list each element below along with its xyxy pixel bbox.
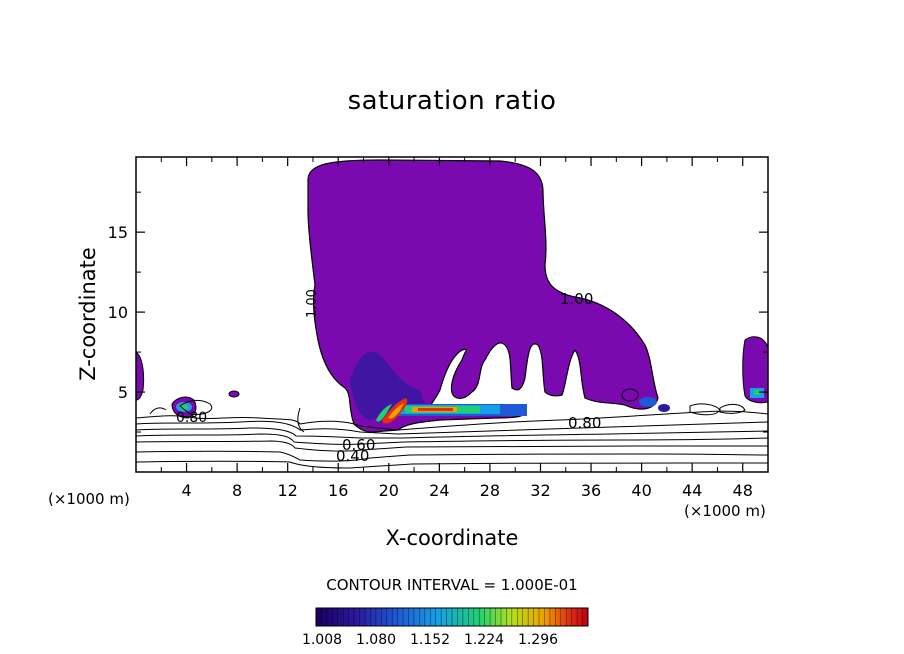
colorbar-tick-label: 1.296 xyxy=(517,632,559,648)
x-unit-label-left: (×1000 m) xyxy=(48,490,130,508)
saturation-streak-cool xyxy=(376,404,392,422)
x-tick-label: 36 xyxy=(581,481,601,500)
x-tick-label: 48 xyxy=(733,481,753,500)
plot-frame xyxy=(135,156,769,473)
contour-line xyxy=(719,403,746,414)
saturation-region-main xyxy=(307,159,659,433)
contour-line xyxy=(179,399,213,415)
y-tick-label: 10 xyxy=(108,303,128,322)
contour-line xyxy=(689,403,721,416)
colorbar-tick-label: 1.080 xyxy=(355,632,397,648)
contour-label-100: 1.00 xyxy=(560,290,593,308)
contour-lines xyxy=(136,399,768,469)
x-tick-label: 4 xyxy=(181,481,191,500)
contour-line xyxy=(136,440,768,452)
saturation-spot-right-2 xyxy=(639,397,657,407)
x-tick-label: 32 xyxy=(530,481,550,500)
chart-title: saturation ratio xyxy=(347,86,557,116)
contour-line xyxy=(136,460,768,469)
contour-interval-label: CONTOUR INTERVAL = 1.000E-01 xyxy=(326,576,578,594)
saturation-region-left xyxy=(136,351,145,401)
y-axis-ticks: 5 10 15 xyxy=(108,191,768,433)
x-axis-label: X-coordinate xyxy=(385,526,519,550)
contour-label-040: 0.40 xyxy=(336,447,369,465)
x-unit-label-right: (×1000 m) xyxy=(684,502,766,520)
colorbar-tick-label: 1.224 xyxy=(463,632,505,648)
y-tick-label: 15 xyxy=(108,223,128,242)
contour-line xyxy=(136,450,768,462)
saturation-spot-small-left-core-2 xyxy=(180,404,188,410)
contour-label-080-left: 0.80 xyxy=(176,410,207,426)
colorbar-tick-label: 1.008 xyxy=(301,632,343,648)
contour-line xyxy=(297,407,305,433)
x-tick-label: 24 xyxy=(429,481,449,500)
x-tick-label: 44 xyxy=(682,481,702,500)
contour-label-080: 0.80 xyxy=(568,414,601,432)
x-axis-ticks: 4 8 12 16 20 24 28 32 36 40 44 48 xyxy=(160,157,753,500)
contour-line xyxy=(136,420,768,435)
colorbar-tick-label: 1.152 xyxy=(409,632,451,648)
y-tick-label: 5 xyxy=(118,383,128,402)
saturation-spot-right-3 xyxy=(658,404,670,412)
saturation-band-base-red xyxy=(418,408,453,411)
saturation-region-right xyxy=(742,336,768,404)
contour-line xyxy=(136,410,768,431)
x-tick-label: 8 xyxy=(232,481,242,500)
contour-label-100-rotated: 1.00 xyxy=(305,289,320,318)
saturation-spot-right-1 xyxy=(621,388,639,402)
x-tick-label: 12 xyxy=(278,481,298,500)
x-tick-label: 40 xyxy=(631,481,651,500)
saturation-streak-warm xyxy=(388,403,404,419)
contour-line xyxy=(136,427,768,439)
plot-area xyxy=(136,159,768,469)
colorbar-divisions xyxy=(321,608,583,626)
x-tick-label: 16 xyxy=(328,481,348,500)
contour-line xyxy=(149,407,167,415)
contour-label-060: 0.60 xyxy=(342,436,375,454)
x-tick-label: 20 xyxy=(379,481,399,500)
x-tick-label: 28 xyxy=(480,481,500,500)
y-axis-label: Z-coordinate xyxy=(76,247,100,381)
contour-line xyxy=(136,433,768,445)
saturation-spot-small-left-2 xyxy=(228,390,240,398)
saturation-spot-right-core-2 xyxy=(754,390,760,395)
